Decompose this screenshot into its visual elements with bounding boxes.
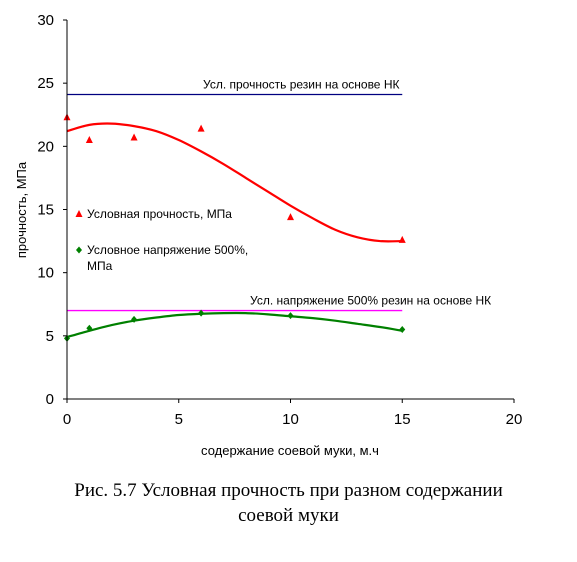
reference-label-0: Усл. прочность резин на основе НК [203,78,399,92]
caption-line-2: соевой муки [238,505,339,526]
data-point-s1-1 [86,324,93,332]
x-tick-label-1: 5 [175,411,183,428]
y-tick-label-3: 15 [37,202,54,219]
y-tick-label-2: 10 [37,265,54,282]
data-point-s0-1 [85,136,93,144]
legend: Условная прочность, МПа Условное напряже… [75,207,248,273]
axes: 0 5 10 15 20 25 30 0 5 10 15 20 [37,12,522,428]
legend-item-strength: Условная прочность, МПа [75,207,232,221]
x-tick-label-4: 20 [506,411,523,428]
reference-label-1: Усл. напряжение 500% резин на основе НК [250,294,491,308]
legend-marker-triangle [75,210,83,217]
legend-label-strength: Условная прочность, МПа [87,207,232,221]
legend-label-modulus-line2: МПа [87,259,113,273]
chart: Усл. прочность резин на основе НК Усл. на… [14,12,522,458]
data-point-s1-4 [287,312,294,320]
data-point-s0-3 [197,124,205,132]
y-tick-label-0: 0 [46,391,54,408]
y-tick-label-4: 20 [37,138,54,155]
trend-lines [66,122,403,339]
x-tick-label-3: 15 [394,411,411,428]
legend-item-modulus: Условное напряжение 500%, МПа [76,243,248,273]
y-tick-label-6: 30 [37,12,54,29]
y-tick-label-5: 25 [37,75,54,92]
y-axis-title: прочность, МПа [14,161,29,258]
x-tick-label-0: 0 [63,411,71,428]
x-axis-title: содержание соевой муки, м.ч [201,443,379,458]
data-point-s0-5 [398,235,406,243]
legend-marker-diamond [76,246,82,254]
data-point-s0-2 [130,133,138,141]
caption-line-1: Рис. 5.7 Условная прочность при разном с… [74,480,503,501]
y-tick-label-1: 5 [46,328,54,345]
trend-line-0 [66,122,403,243]
data-point-s0-4 [287,213,294,221]
data-point-s1-3 [198,309,205,317]
data-point-s1-5 [399,326,406,334]
legend-label-modulus-line1: Условное напряжение 500%, [87,243,248,257]
data-point-s1-2 [131,315,138,323]
x-tick-label-2: 10 [282,411,299,428]
figure-caption: Рис. 5.7 Условная прочность при разном с… [40,478,537,528]
trend-line-1 [66,311,403,339]
reference-lines: Усл. прочность резин на основе НК Усл. на… [67,78,491,312]
